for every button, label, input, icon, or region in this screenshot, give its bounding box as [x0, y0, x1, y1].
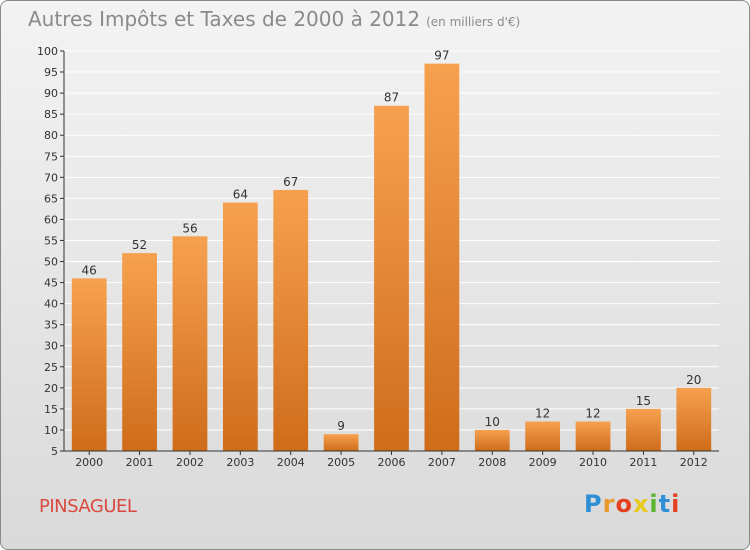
value-label: 56	[182, 221, 197, 235]
logo-letter: t	[658, 490, 672, 518]
logo-letter: r	[602, 490, 616, 518]
x-tick-label: 2009	[529, 456, 557, 469]
y-tick-label: 35	[44, 319, 58, 332]
y-tick-label: 50	[44, 256, 58, 269]
x-tick-label: 2011	[629, 456, 657, 469]
bars: 46 52 56 64 67 9 87 97 10 12 12 15 20	[71, 49, 712, 451]
axes: 5 10 15 20 25 30 35 40 45 50 55 60 65 70 75 80 85 90 95 100…	[37, 45, 719, 469]
value-label: 12	[585, 407, 600, 421]
value-label: 67	[283, 175, 298, 189]
value-label: 52	[132, 238, 147, 252]
y-tick-label: 65	[44, 192, 58, 205]
x-tick-label: 2005	[327, 456, 355, 469]
bar-2002	[172, 236, 208, 451]
value-label: 20	[686, 373, 701, 387]
proxiti-logo: Proxiti	[584, 490, 680, 518]
x-tick-label: 2004	[277, 456, 305, 469]
chart-title: Autres Impôts et Taxes de 2000 à 2012 (en…	[28, 7, 520, 31]
x-tick-label: 2003	[226, 456, 254, 469]
value-label: 87	[384, 91, 399, 105]
y-tick-label: 30	[44, 340, 58, 353]
y-tick-label: 90	[44, 87, 58, 100]
bar-2007	[424, 63, 460, 451]
logo-letter: x	[632, 490, 650, 518]
y-tick-label: 60	[44, 213, 58, 226]
x-tick-label: 2008	[478, 456, 506, 469]
bar-2012	[676, 387, 712, 451]
x-tick-label: 2010	[579, 456, 607, 469]
commune-name: PINSAGUEL	[39, 496, 137, 517]
y-tick-label: 20	[44, 382, 58, 395]
logo-letter: i	[649, 490, 659, 518]
y-tick-label: 25	[44, 361, 58, 374]
y-tick-label: 10	[44, 424, 58, 437]
chart-title-main: Autres Impôts et Taxes de 2000 à 2012	[28, 7, 421, 31]
bar-2008	[474, 429, 510, 451]
logo-letter: o	[615, 490, 633, 518]
y-tick-label: 40	[44, 298, 58, 311]
y-tick-label: 85	[44, 108, 58, 121]
value-label: 10	[485, 415, 500, 429]
value-label: 9	[337, 419, 345, 433]
value-label: 12	[535, 407, 550, 421]
x-tick-label: 2012	[680, 456, 708, 469]
bar-2004	[273, 189, 309, 451]
value-label: 15	[636, 394, 651, 408]
chart-title-unit: (en milliers d'€)	[426, 15, 521, 29]
bar-2001	[122, 253, 157, 451]
bar-2006	[374, 105, 409, 451]
y-tick-label: 75	[44, 150, 58, 163]
bar-2010	[575, 421, 611, 451]
x-tick-label: 2006	[378, 456, 406, 469]
y-tick-label: 55	[44, 234, 58, 247]
x-tick-label: 2007	[428, 456, 456, 469]
x-tick-label: 2000	[75, 456, 103, 469]
y-tick-label: 80	[44, 129, 58, 142]
x-tick-label: 2002	[176, 456, 204, 469]
y-tick-label: 15	[44, 403, 58, 416]
y-tick-label: 5	[51, 445, 58, 458]
value-label: 64	[233, 188, 248, 202]
bar-2003	[222, 202, 258, 451]
bar-2009	[525, 421, 561, 451]
value-label: 46	[82, 263, 97, 277]
logo-letter: i	[671, 490, 681, 518]
y-tick-label: 95	[44, 66, 58, 79]
bar-2005	[323, 434, 359, 451]
bar-2000	[71, 278, 107, 451]
y-tick-label: 70	[44, 171, 58, 184]
y-tick-label: 45	[44, 277, 58, 290]
value-label: 97	[434, 49, 449, 63]
logo-letter: P	[584, 490, 603, 518]
y-tick-label: 100	[37, 45, 58, 58]
x-tick-label: 2001	[126, 456, 154, 469]
bar-2011	[626, 408, 661, 451]
